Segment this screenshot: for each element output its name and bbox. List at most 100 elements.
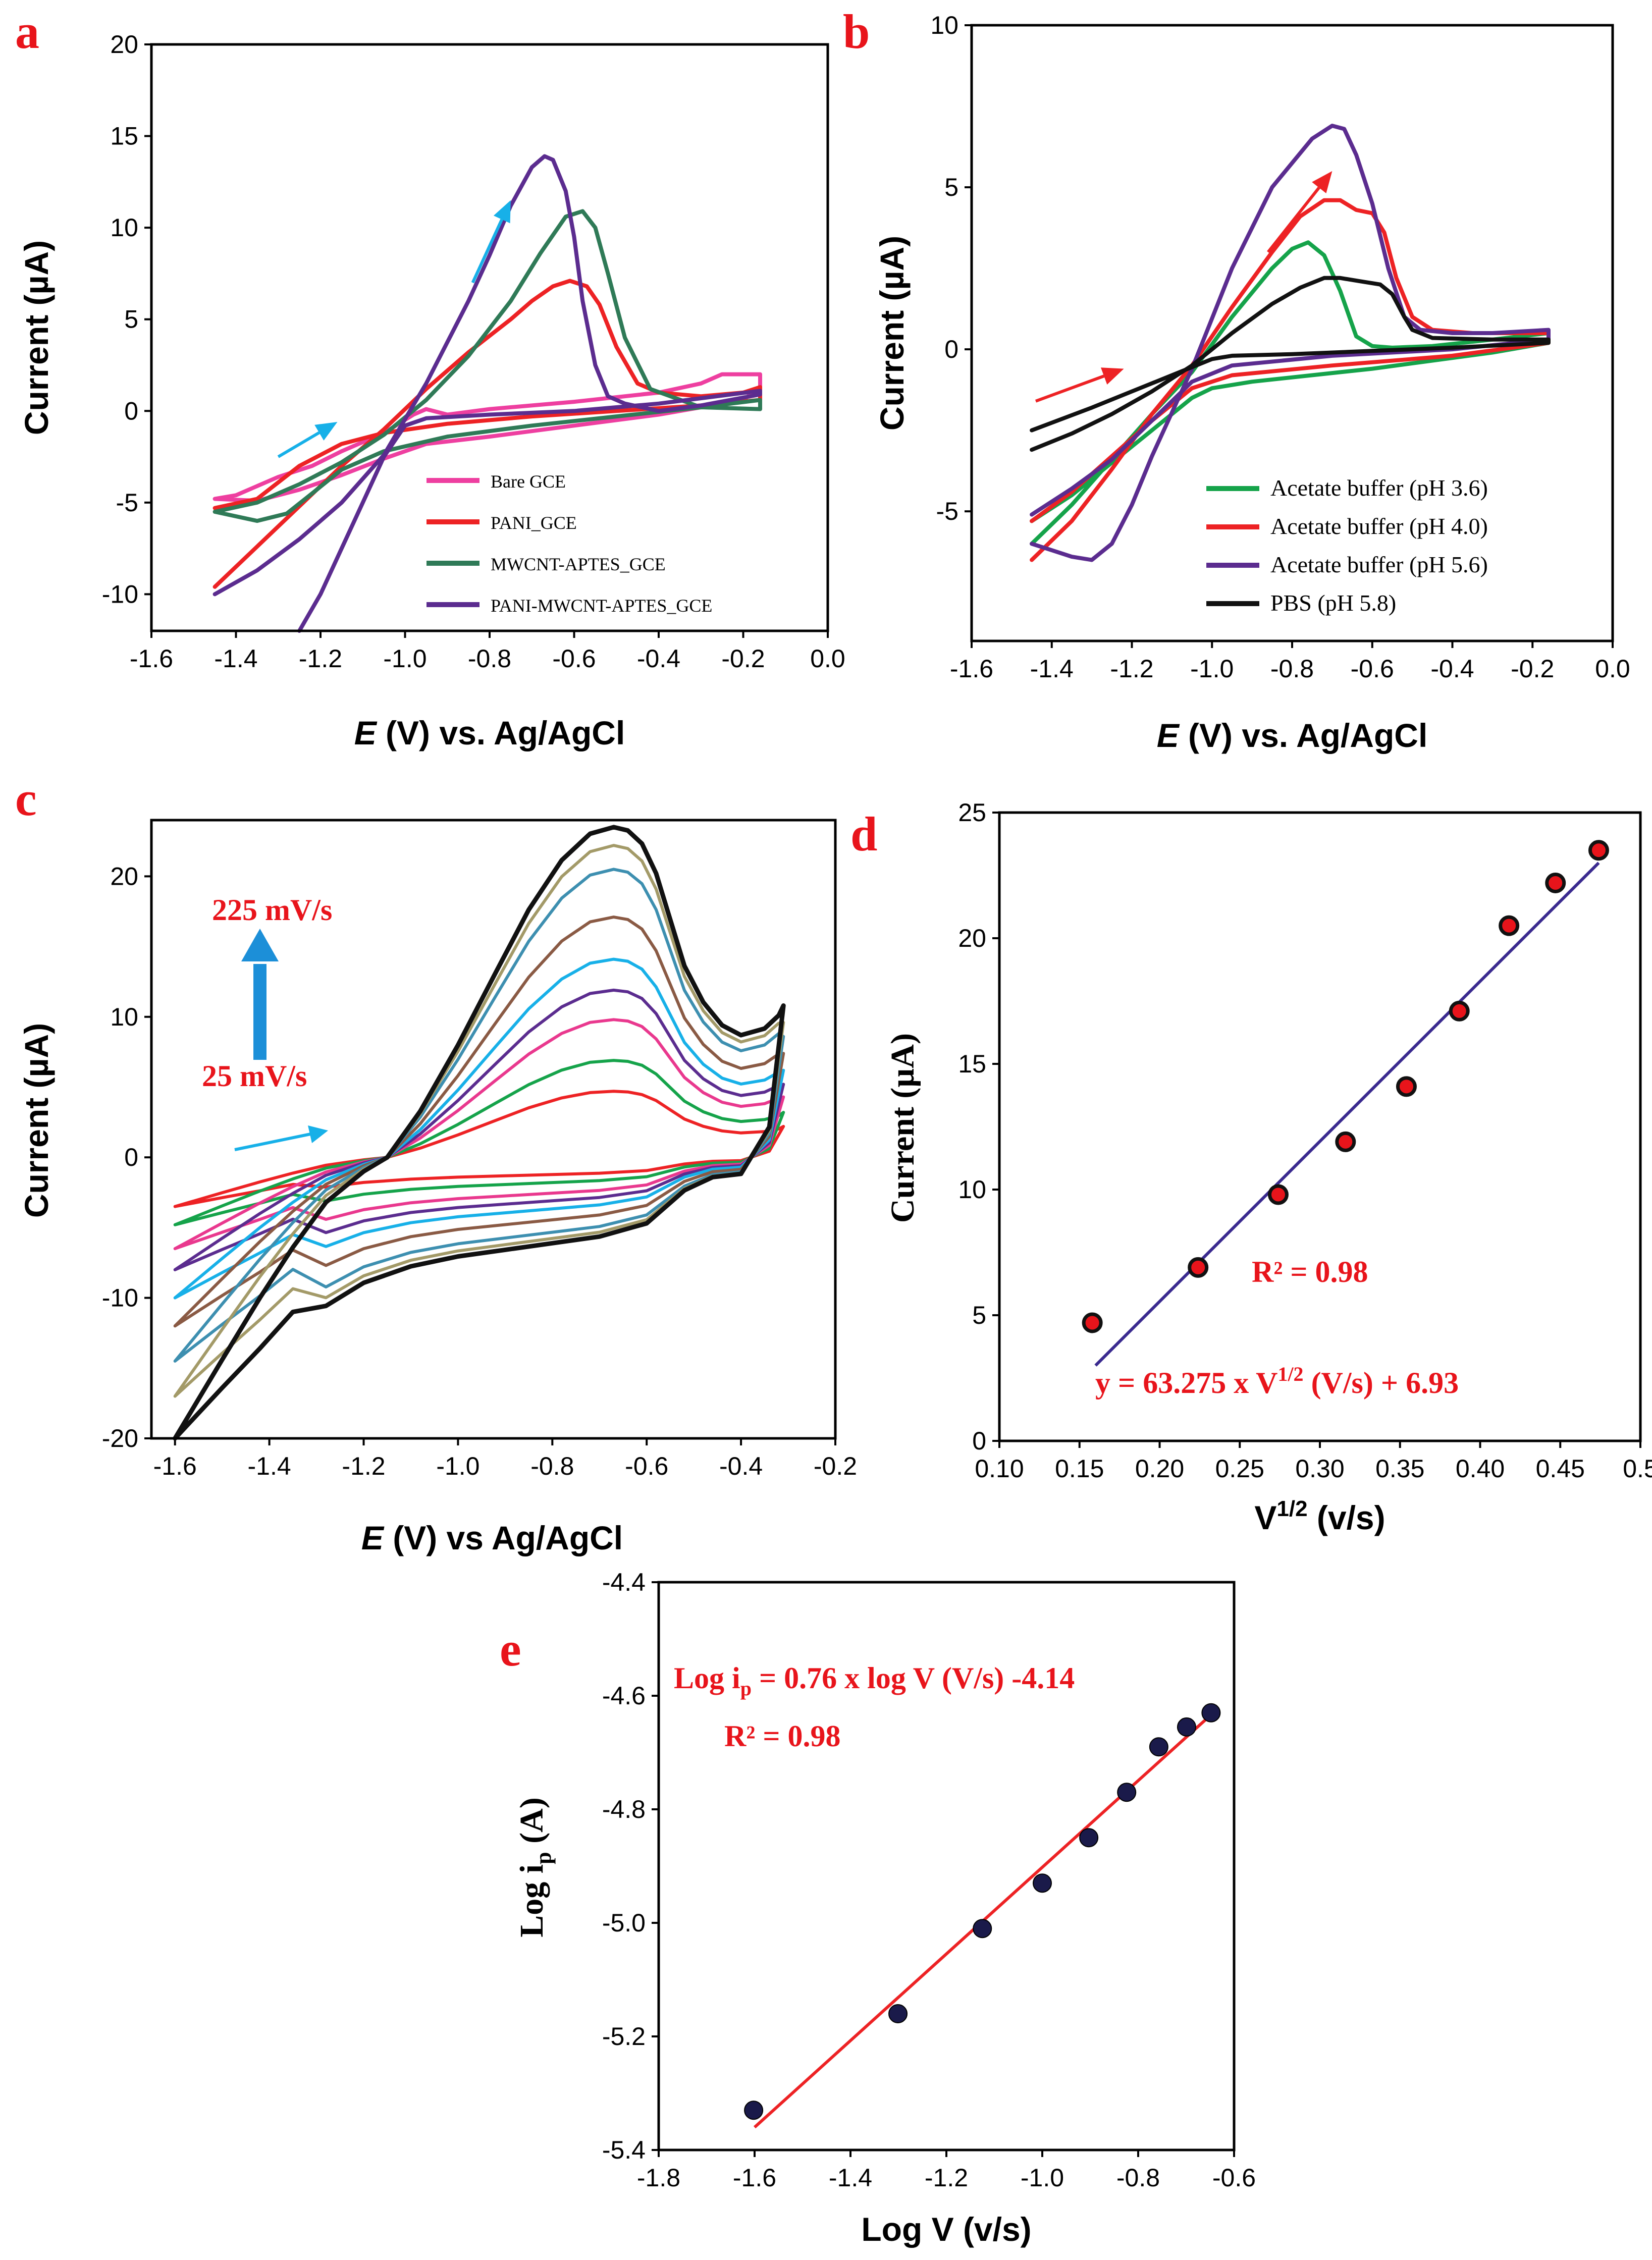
panel-d-point-2 bbox=[1267, 1184, 1289, 1205]
panel-d-point-8 bbox=[1588, 840, 1609, 861]
panel-b-arrow-0-head bbox=[1100, 367, 1124, 385]
panel-b-ytick-label-3: 10 bbox=[930, 11, 958, 39]
panel-d-fit-line bbox=[1094, 862, 1600, 1367]
panel-c-curve-0 bbox=[173, 1090, 785, 1208]
panel-c-xtick-label-3: -1.0 bbox=[436, 1452, 479, 1480]
panel-e-xtick-label-0: -1.8 bbox=[637, 2164, 680, 2192]
panel-b-xtick-label-4: -0.8 bbox=[1270, 655, 1314, 683]
panel-a-curves bbox=[212, 154, 762, 633]
panel-d-xtick-label-2: 0.20 bbox=[1135, 1455, 1184, 1483]
panel-e-ylabel-sub: p bbox=[531, 1852, 556, 1864]
panel-c-xlabel-italic: E bbox=[361, 1519, 385, 1556]
panel-d-ytick-label-2: 10 bbox=[958, 1175, 986, 1204]
panel-d-xtick-label-6: 0.40 bbox=[1456, 1455, 1505, 1483]
panel-e-ytick-label-5: -4.4 bbox=[602, 1568, 646, 1596]
panel-e-xlabel: Log V (v/s) bbox=[861, 2211, 1031, 2248]
panel-e-marks bbox=[744, 1703, 1221, 2129]
panel-e-point-4 bbox=[1079, 1828, 1099, 1848]
panel-d-marks bbox=[1082, 840, 1609, 1367]
panel-b-curve-2 bbox=[1030, 124, 1551, 562]
panel-a-xtick-label-8: 0.0 bbox=[810, 644, 845, 673]
panel-c-scan-rate-annotation: 225 mV/s 25 mV/s bbox=[202, 893, 332, 1151]
panel-a-ytick-label-6: 20 bbox=[110, 30, 138, 59]
panel-d-point-3 bbox=[1335, 1131, 1356, 1152]
panel-a-xlabel: E (V) vs. Ag/AgCl bbox=[354, 714, 625, 751]
panel-b-xlabel-rest: (V) vs. Ag/AgCl bbox=[1179, 717, 1428, 754]
panel-b-arrow-0-shaft bbox=[1035, 374, 1105, 403]
panel-c-letter: c bbox=[15, 772, 37, 826]
panel-d-equation-suffix: (V/s) + 6.93 bbox=[1304, 1366, 1459, 1400]
panel-c-curve-8 bbox=[173, 825, 786, 1441]
panel-d-ytick-label-1: 5 bbox=[972, 1301, 986, 1329]
panel-e-ytick-label-0: -5.4 bbox=[602, 2136, 646, 2164]
panel-e-point-0 bbox=[744, 2101, 764, 2120]
panel-e-equation-suffix: = 0.76 x log V (V/s) -4.14 bbox=[752, 1661, 1075, 1695]
panel-e-point-7 bbox=[1177, 1717, 1196, 1737]
panel-c-ytick-label-3: 10 bbox=[110, 1003, 138, 1031]
panel-a-ytick-label-4: 10 bbox=[110, 213, 138, 242]
panel-d-ytick-label-0: 0 bbox=[972, 1427, 986, 1455]
panel-d-point-0 bbox=[1082, 1312, 1103, 1333]
panel-b-arrow-1-head bbox=[1312, 171, 1333, 194]
panel-d-r2-label: R² = 0.98 bbox=[1252, 1255, 1368, 1288]
panel-a-legend-label-1: PANI_GCE bbox=[491, 513, 577, 533]
panel-a-xtick-label-0: -1.6 bbox=[130, 644, 173, 673]
panel-b-xtick-label-0: -1.6 bbox=[950, 655, 993, 683]
panel-a-ytick-label-1: -5 bbox=[116, 489, 138, 517]
panel-c-curves bbox=[173, 825, 786, 1441]
panel-b-legend: Acetate buffer (pH 3.6) Acetate buffer (p… bbox=[1206, 475, 1488, 616]
panel-d-xtick-label-0: 0.10 bbox=[975, 1455, 1024, 1483]
panel-c-ticks: -1.6 -1.4 -1.2 -1.0 -0.8 -0.6 -0.4 -0.2 -20 -10 0 1… bbox=[102, 862, 857, 1480]
panel-b-legend-label-1: Acetate buffer (pH 4.0) bbox=[1270, 513, 1488, 539]
panel-b: b -1.6 -1.4 -1.2 -1.0 -0.8 -0.6 -0.4 -0.2 0.0 -5 0… bbox=[843, 5, 1630, 754]
panel-d-point-4 bbox=[1396, 1076, 1417, 1097]
panel-c-curve-3 bbox=[173, 988, 785, 1271]
panel-d-ytick-label-4: 20 bbox=[958, 924, 986, 952]
panel-d-point-7 bbox=[1545, 872, 1566, 893]
panel-a-arrow-0-head bbox=[314, 422, 338, 441]
panel-d-xtick-label-7: 0.45 bbox=[1536, 1455, 1585, 1483]
panel-a-curve-3 bbox=[212, 154, 762, 633]
panel-e-xtick-label-3: -1.2 bbox=[925, 2164, 968, 2192]
panel-c-ytick-label-1: -10 bbox=[102, 1284, 138, 1312]
panel-d-ytick-label-5: 25 bbox=[958, 798, 986, 827]
panel-b-legend-label-0: Acetate buffer (pH 3.6) bbox=[1270, 475, 1488, 501]
panel-c-xlabel: E (V) vs Ag/AgCl bbox=[361, 1519, 623, 1556]
panel-a-arrow-1-shaft bbox=[471, 219, 504, 284]
panel-d-xtick-label-8: 0.5 bbox=[1623, 1455, 1652, 1483]
panel-a-curve-1 bbox=[212, 279, 762, 589]
panel-d: d 0.10 0.15 0.20 0.25 0.30 0.35 0.40 0.45 0.5 0 5 1… bbox=[850, 798, 1652, 1536]
panel-d-point-5 bbox=[1449, 1000, 1470, 1021]
panel-a-xlabel-italic: E bbox=[354, 714, 378, 751]
panel-a-xtick-label-6: -0.4 bbox=[637, 644, 680, 673]
panel-c-curve-1 bbox=[173, 1059, 785, 1226]
panel-d-xtick-label-4: 0.30 bbox=[1295, 1455, 1344, 1483]
panel-c-scan-direction-arrowhead bbox=[308, 1125, 328, 1143]
panel-c: c -1.6 -1.4 -1.2 -1.0 -0.8 -0.6 -0.4 -0.2 -20 -10… bbox=[15, 772, 857, 1556]
panel-a-xtick-label-5: -0.6 bbox=[552, 644, 596, 673]
panel-b-xtick-label-7: -0.2 bbox=[1511, 655, 1554, 683]
panel-e-point-5 bbox=[1117, 1783, 1137, 1802]
panel-a-curve-0 bbox=[212, 372, 762, 503]
panel-e-xtick-label-2: -1.4 bbox=[829, 2164, 872, 2192]
panel-a-xtick-label-1: -1.4 bbox=[214, 644, 257, 673]
panel-a-ytick-label-0: -10 bbox=[102, 580, 138, 608]
panel-a-legend-label-2: MWCNT-APTES_GCE bbox=[491, 554, 666, 574]
panel-a-legend: Bare GCE PANI_GCE MWCNT-APTES_GCE PANI-MWCN… bbox=[427, 471, 712, 616]
panel-b-curves bbox=[1030, 124, 1551, 562]
panel-b-xtick-label-5: -0.6 bbox=[1351, 655, 1394, 683]
panel-d-xtick-label-1: 0.15 bbox=[1055, 1455, 1104, 1483]
panel-e-point-6 bbox=[1149, 1737, 1168, 1757]
panel-d-xtick-label-5: 0.35 bbox=[1375, 1455, 1424, 1483]
panel-e-equation-prefix: Log i bbox=[674, 1661, 740, 1695]
panel-e-point-8 bbox=[1201, 1703, 1221, 1723]
panel-a-xtick-label-2: -1.2 bbox=[299, 644, 342, 673]
panel-c-low-rate-label: 25 mV/s bbox=[202, 1059, 307, 1093]
panel-b-curve-1 bbox=[1030, 198, 1551, 562]
panel-c-xtick-label-5: -0.6 bbox=[625, 1452, 668, 1480]
panel-e-letter: e bbox=[500, 1622, 521, 1676]
panel-c-ytick-label-0: -20 bbox=[102, 1424, 138, 1452]
panel-e-xtick-label-5: -0.8 bbox=[1116, 2164, 1160, 2192]
panel-e-ylabel: Log ip (A) bbox=[513, 1797, 556, 1937]
panel-c-xtick-label-0: -1.6 bbox=[153, 1452, 197, 1480]
